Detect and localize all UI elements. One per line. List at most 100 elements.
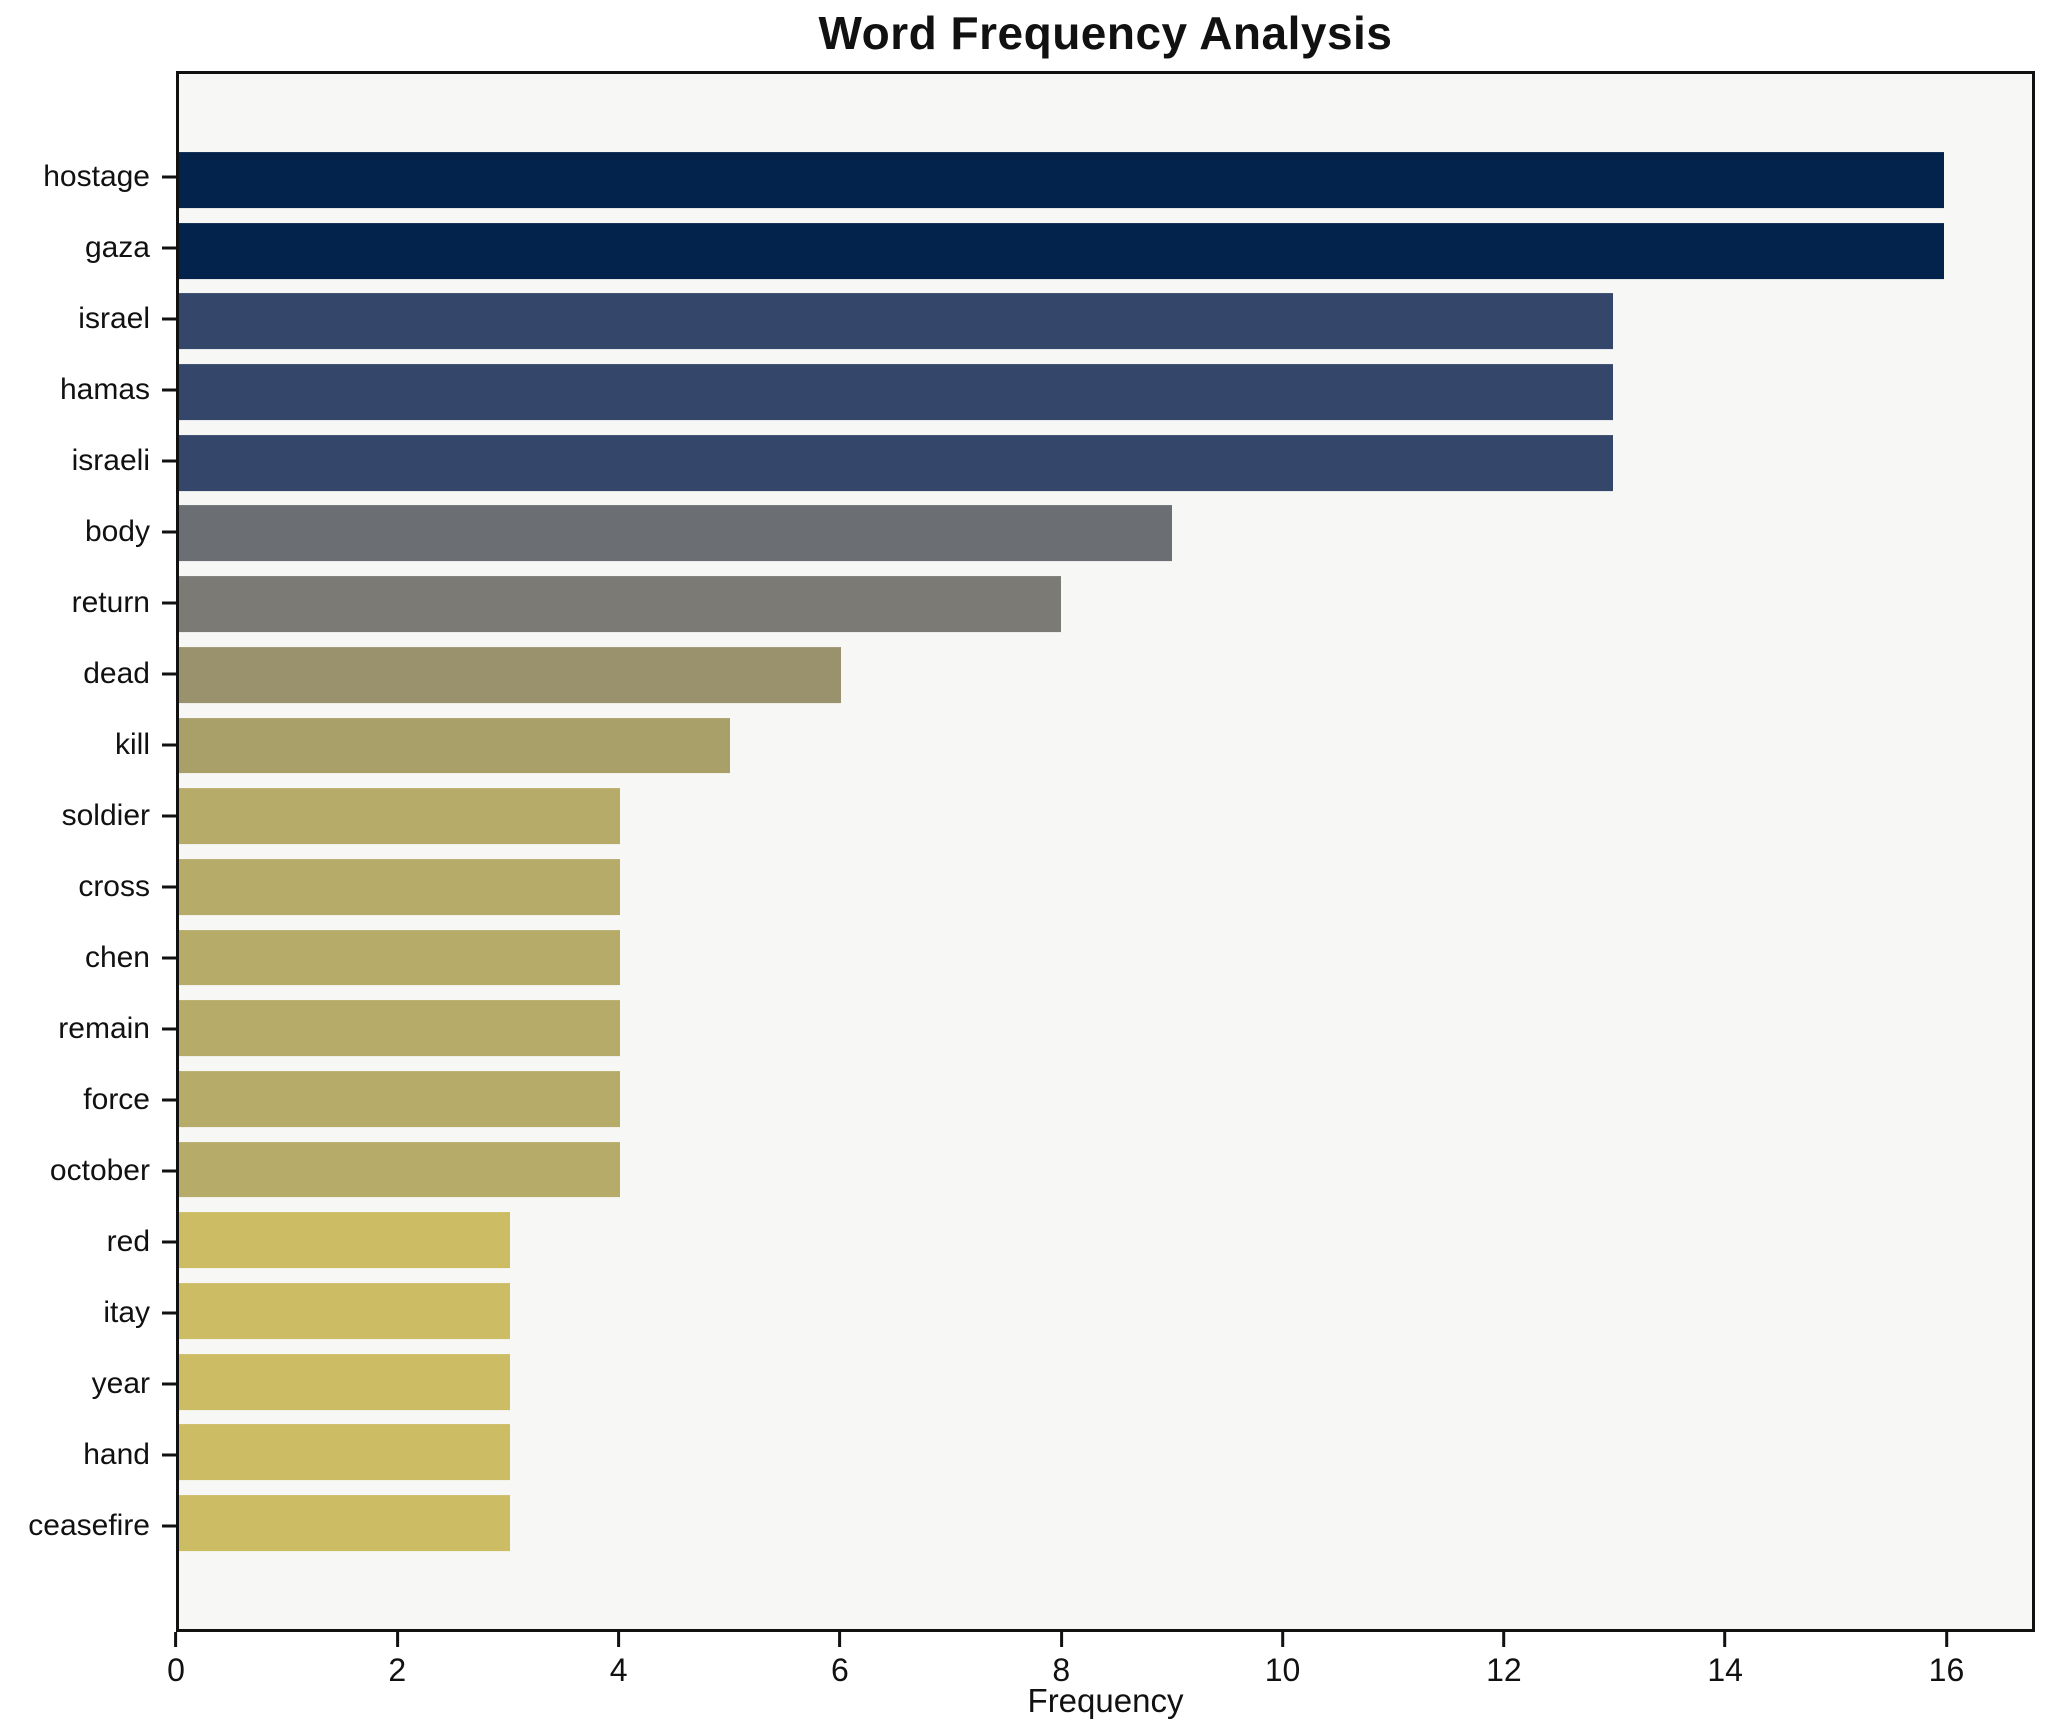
y-row: israeli bbox=[0, 426, 176, 497]
bar-hand bbox=[179, 1424, 510, 1481]
y-row: remain bbox=[0, 993, 176, 1064]
y-row: kill bbox=[0, 710, 176, 781]
x-tick-0: 0 bbox=[167, 1632, 185, 1689]
x-tick-16: 16 bbox=[1928, 1632, 1965, 1689]
y-tick-mark bbox=[162, 1098, 176, 1102]
bar-ceasefire bbox=[179, 1495, 510, 1552]
bar-chen bbox=[179, 929, 621, 986]
category-label-return: return bbox=[71, 586, 150, 620]
bar-row bbox=[179, 1276, 2032, 1347]
category-label-soldier: soldier bbox=[61, 799, 150, 832]
plot-area bbox=[176, 71, 2035, 1632]
bar-kill bbox=[179, 717, 731, 774]
x-tick-label: 12 bbox=[1486, 1652, 1522, 1688]
y-row: ceasefire bbox=[0, 1490, 176, 1561]
category-label-gaza: gaza bbox=[84, 231, 150, 265]
y-row: body bbox=[0, 497, 176, 568]
category-label-hamas: hamas bbox=[59, 373, 150, 407]
x-tick-mark bbox=[1281, 1632, 1285, 1647]
y-tick-mark bbox=[162, 743, 176, 747]
x-tick-label: 6 bbox=[831, 1652, 849, 1688]
category-label-year: year bbox=[91, 1366, 150, 1400]
x-tick-label: 10 bbox=[1264, 1652, 1301, 1688]
x-tick-label: 2 bbox=[388, 1652, 407, 1688]
bar-gaza bbox=[179, 222, 1944, 279]
bar-row bbox=[179, 145, 2032, 216]
bar-israel bbox=[179, 293, 1613, 350]
category-label-remain: remain bbox=[58, 1011, 150, 1045]
x-tick-mark bbox=[838, 1632, 842, 1647]
y-tick-mark bbox=[162, 1524, 176, 1528]
y-tick-mark bbox=[162, 885, 176, 889]
x-tick-12: 12 bbox=[1486, 1632, 1522, 1689]
bar-row bbox=[179, 781, 2032, 852]
x-tick-label: 8 bbox=[1052, 1652, 1071, 1688]
bar-row bbox=[179, 852, 2032, 923]
y-tick-mark bbox=[162, 1311, 176, 1315]
y-tick-mark bbox=[162, 317, 176, 321]
y-row: hand bbox=[0, 1419, 176, 1490]
y-tick-mark bbox=[162, 1453, 176, 1457]
chart-title: Word Frequency Analysis bbox=[818, 7, 1393, 59]
bar-return bbox=[179, 576, 1062, 633]
y-row: force bbox=[0, 1064, 176, 1135]
bar-row bbox=[179, 1205, 2032, 1276]
bar-row bbox=[179, 640, 2032, 711]
category-label-israel: israel bbox=[78, 302, 150, 336]
bar-row bbox=[179, 1346, 2032, 1417]
x-tick-2: 2 bbox=[388, 1632, 406, 1689]
bar-row bbox=[179, 569, 2032, 640]
y-row: israel bbox=[0, 284, 176, 355]
bar-october bbox=[179, 1141, 621, 1198]
bar-row bbox=[179, 1064, 2032, 1135]
y-tick-mark bbox=[162, 601, 176, 605]
x-tick-mark bbox=[1944, 1632, 1948, 1647]
bar-israeli bbox=[179, 434, 1613, 491]
bar-row bbox=[179, 427, 2032, 498]
x-tick-4: 4 bbox=[610, 1632, 628, 1689]
category-label-kill: kill bbox=[115, 728, 150, 762]
category-label-chen: chen bbox=[84, 940, 150, 974]
y-row: red bbox=[0, 1206, 176, 1277]
y-tick-mark bbox=[162, 672, 176, 676]
x-tick-mark bbox=[1723, 1632, 1727, 1647]
bar-cross bbox=[179, 858, 621, 915]
bar-row-spacer bbox=[179, 74, 2032, 145]
bar-red bbox=[179, 1212, 510, 1269]
bar-row bbox=[179, 710, 2032, 781]
category-label-dead: dead bbox=[83, 657, 150, 691]
category-label-israeli: israeli bbox=[71, 444, 150, 478]
y-row: hamas bbox=[0, 355, 176, 426]
x-tick-label: 0 bbox=[167, 1652, 185, 1688]
x-tick-14: 14 bbox=[1707, 1632, 1743, 1689]
bar-row bbox=[179, 498, 2032, 569]
bar-hostage bbox=[179, 152, 1944, 208]
category-label-hand: hand bbox=[83, 1437, 150, 1471]
y-row: hostage bbox=[0, 142, 176, 213]
x-tick-6: 6 bbox=[831, 1632, 849, 1689]
x-tick-mark bbox=[1502, 1632, 1506, 1647]
y-row: soldier bbox=[0, 781, 176, 852]
y-row-spacer bbox=[0, 1561, 176, 1632]
bar-row bbox=[179, 1417, 2032, 1488]
y-row-spacer bbox=[0, 71, 176, 142]
category-label-body: body bbox=[84, 515, 150, 549]
bar-row bbox=[179, 922, 2032, 993]
bar-remain bbox=[179, 1000, 621, 1057]
bar-soldier bbox=[179, 788, 621, 845]
y-tick-mark bbox=[162, 175, 176, 179]
y-row: dead bbox=[0, 639, 176, 710]
x-axis: 0 2 4 6 8 10 12 14 16 bbox=[167, 1632, 2035, 1707]
x-tick-mark bbox=[1059, 1632, 1063, 1647]
x-tick-label: 4 bbox=[609, 1652, 628, 1688]
bar-year bbox=[179, 1353, 510, 1410]
y-tick-mark bbox=[162, 814, 176, 818]
y-row: return bbox=[0, 568, 176, 639]
bar-row-spacer bbox=[179, 1558, 2032, 1629]
bar-row bbox=[179, 215, 2032, 286]
category-label-red: red bbox=[106, 1224, 150, 1258]
x-tick-label: 16 bbox=[1928, 1652, 1965, 1688]
y-row: itay bbox=[0, 1277, 176, 1348]
y-row: year bbox=[0, 1348, 176, 1419]
